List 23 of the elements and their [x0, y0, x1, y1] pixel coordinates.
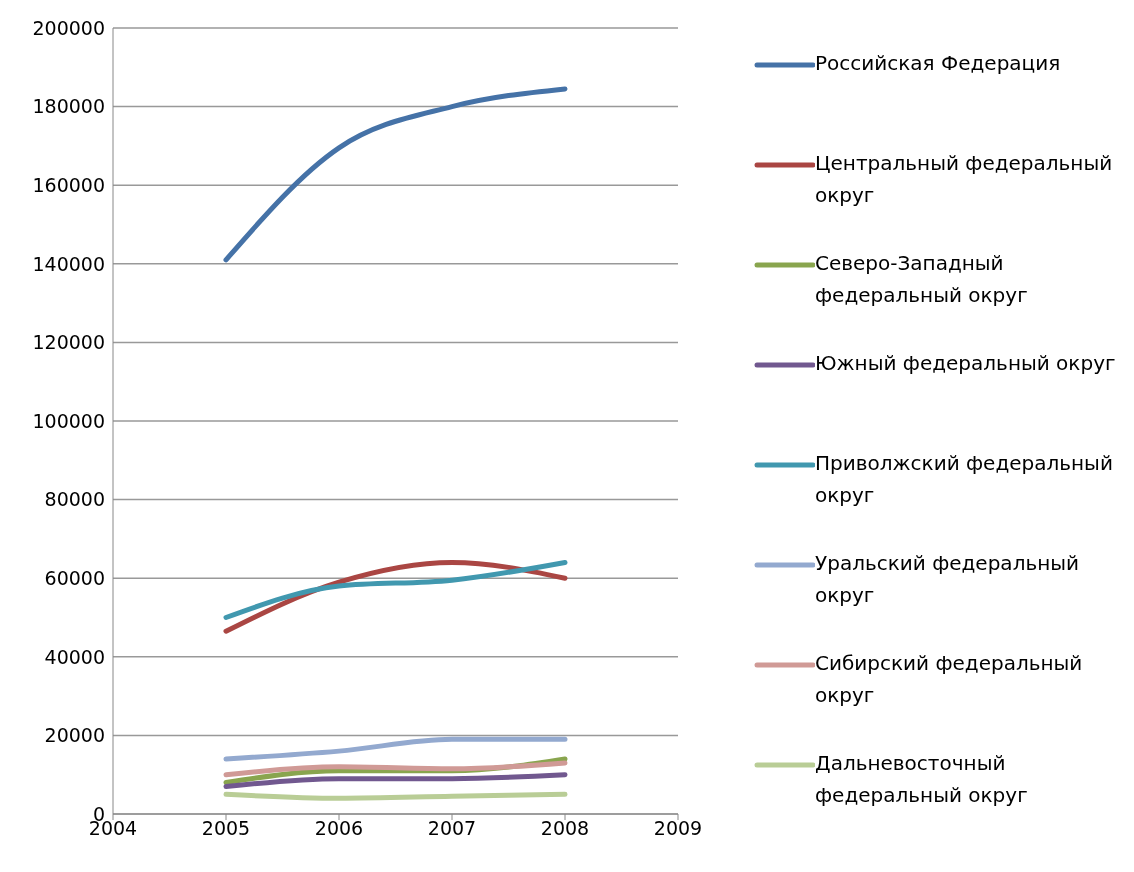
- y-tick-label: 200000: [32, 16, 105, 39]
- legend-label: Уральский федеральный округ: [815, 550, 1081, 609]
- x-tick-label: 2005: [201, 817, 251, 840]
- x-tick-label: 2008: [540, 817, 590, 840]
- x-tick-label: 2007: [427, 817, 477, 840]
- legend-label: Дальневосточный федеральный округ: [815, 750, 1029, 809]
- y-tick-label: 100000: [32, 409, 105, 432]
- legend-label: Северо-Западный федеральный округ: [815, 250, 1029, 309]
- y-tick-label: 180000: [32, 95, 105, 118]
- legend-label: Сибирский федеральный округ: [815, 650, 1084, 709]
- y-tick-label: 120000: [32, 331, 105, 354]
- x-tick-label: 2006: [314, 817, 364, 840]
- legend-label: Южный федеральный округ: [815, 350, 1117, 377]
- legend-label: Центральный федеральный округ: [815, 150, 1114, 209]
- y-tick-label: 20000: [44, 724, 105, 747]
- y-tick-label: 160000: [32, 173, 105, 196]
- y-tick-label: 80000: [44, 488, 105, 511]
- y-tick-label: 40000: [44, 645, 105, 668]
- x-tick-label: 2009: [653, 817, 703, 840]
- legend-label: Российская Федерация: [815, 50, 1062, 77]
- legend-label: Приволжский федеральный округ: [815, 450, 1114, 509]
- y-tick-label: 60000: [44, 566, 105, 589]
- y-tick-label: 140000: [32, 252, 105, 275]
